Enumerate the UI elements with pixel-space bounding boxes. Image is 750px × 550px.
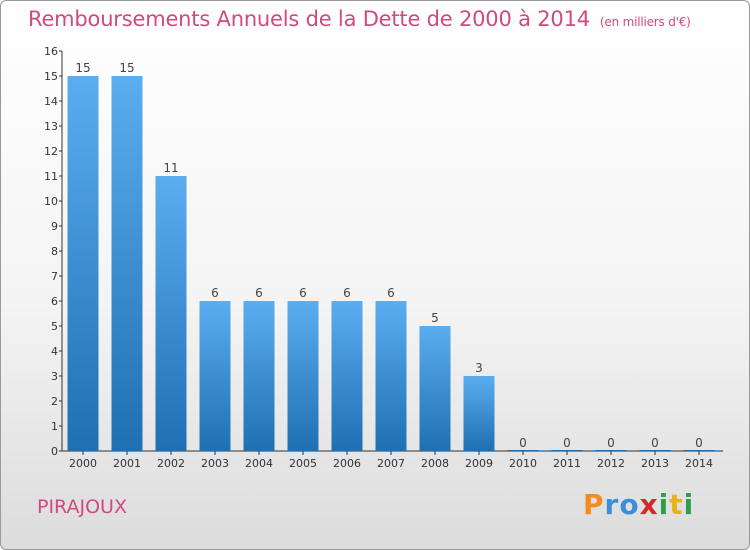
- y-tick-label: 13: [44, 120, 58, 133]
- y-tick-label: 5: [51, 320, 58, 333]
- bar-2005: [287, 301, 319, 451]
- value-label-2009: 3: [475, 361, 483, 375]
- y-tick-label: 4: [51, 345, 58, 358]
- x-tick-label-2003: 2003: [201, 457, 229, 470]
- value-label-2002: 11: [163, 161, 178, 175]
- y-tick-label: 11: [44, 170, 58, 183]
- commune-name: PIRAJOUX: [37, 496, 127, 518]
- x-tick-label-2009: 2009: [465, 457, 493, 470]
- logo-letter: r: [604, 488, 620, 521]
- x-tick-label-2013: 2013: [641, 457, 669, 470]
- x-tick-label-2007: 2007: [377, 457, 405, 470]
- y-tick-label: 1: [51, 420, 58, 433]
- value-label-2010: 0: [519, 436, 527, 450]
- value-label-2004: 6: [255, 286, 263, 300]
- x-tick-label-2010: 2010: [509, 457, 537, 470]
- y-tick-label: 14: [44, 95, 58, 108]
- y-tick-label: 7: [51, 270, 58, 283]
- value-label-2001: 15: [119, 61, 134, 75]
- y-tick-label: 16: [44, 45, 58, 58]
- bar-2007: [375, 301, 407, 451]
- y-tick-label: 3: [51, 370, 58, 383]
- chart-title: Remboursements Annuels de la Dette de 20…: [28, 7, 691, 31]
- bar-2004: [243, 301, 275, 451]
- y-tick-label: 8: [51, 245, 58, 258]
- bar-2000: [67, 76, 99, 451]
- value-label-2013: 0: [651, 436, 659, 450]
- x-tick-label-2012: 2012: [597, 457, 625, 470]
- y-tick-label: 9: [51, 220, 58, 233]
- value-label-2014: 0: [695, 436, 703, 450]
- x-tick-label-2014: 2014: [685, 457, 713, 470]
- y-tick-label: 10: [44, 195, 58, 208]
- bar-2014: [683, 450, 715, 451]
- bar-2003: [199, 301, 231, 451]
- bar-2013: [639, 450, 671, 451]
- logo-letter: P: [583, 488, 605, 521]
- chart-title-text: Remboursements Annuels de la Dette de 20…: [28, 7, 590, 31]
- value-label-2006: 6: [343, 286, 351, 300]
- x-tick-label-2008: 2008: [421, 457, 449, 470]
- bar-2008: [419, 326, 451, 451]
- logo-letter: o: [619, 488, 640, 521]
- chart-unit: (en milliers d'€): [599, 15, 691, 29]
- value-label-2007: 6: [387, 286, 395, 300]
- value-label-2003: 6: [211, 286, 219, 300]
- logo-letter: x: [639, 488, 659, 521]
- bar-2012: [595, 450, 627, 451]
- y-tick-label: 6: [51, 295, 58, 308]
- proxiti-logo: Proxiti: [583, 488, 694, 521]
- logo-letter: i: [658, 488, 670, 521]
- bar-2001: [111, 76, 143, 451]
- x-tick-label-2000: 2000: [69, 457, 97, 470]
- x-tick-label-2004: 2004: [245, 457, 273, 470]
- y-tick-label: 15: [44, 70, 58, 83]
- x-tick-label-2011: 2011: [553, 457, 581, 470]
- bar-2002: [155, 176, 187, 451]
- bar-2009: [463, 376, 495, 451]
- value-label-2011: 0: [563, 436, 571, 450]
- logo-letter: t: [669, 488, 684, 521]
- y-tick-label: 2: [51, 395, 58, 408]
- x-tick-label-2006: 2006: [333, 457, 361, 470]
- value-label-2005: 6: [299, 286, 307, 300]
- logo-letter: i: [683, 488, 695, 521]
- chart-bars: [67, 76, 715, 451]
- value-label-2012: 0: [607, 436, 615, 450]
- bar-2011: [551, 450, 583, 451]
- y-tick-label: 0: [51, 445, 58, 458]
- value-label-2000: 15: [75, 61, 90, 75]
- x-tick-label-2005: 2005: [289, 457, 317, 470]
- x-tick-label-2002: 2002: [157, 457, 185, 470]
- bar-2006: [331, 301, 363, 451]
- bar-2010: [507, 450, 539, 451]
- x-tick-label-2001: 2001: [113, 457, 141, 470]
- value-label-2008: 5: [431, 311, 439, 325]
- chart-labels: 15 2000 15 2001 11 2002 6 2003 6 2004 6 2005 6 2006 6 2…: [69, 61, 713, 470]
- y-tick-label: 12: [44, 145, 58, 158]
